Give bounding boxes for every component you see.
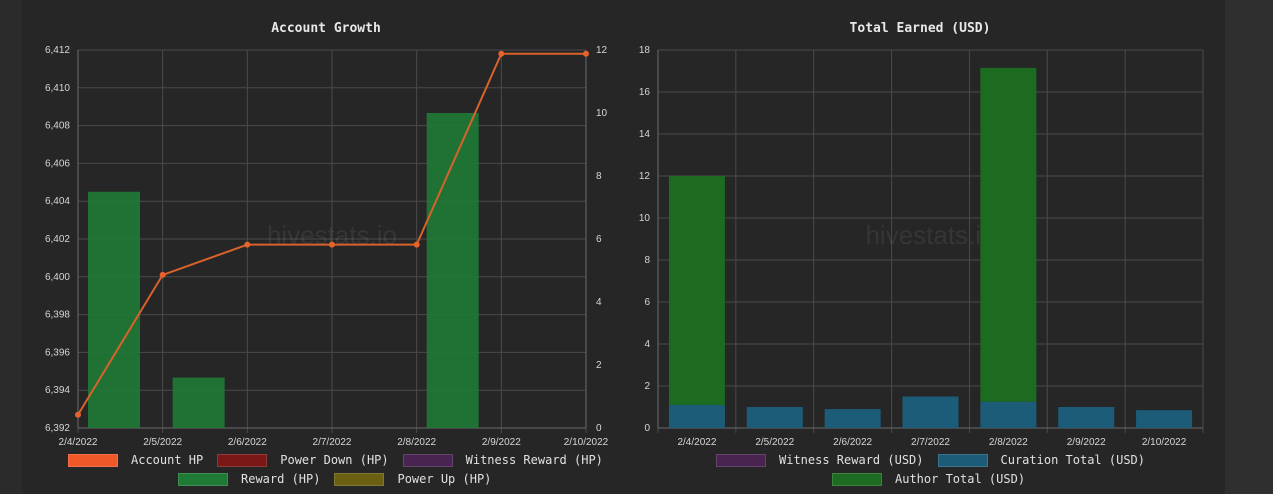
x-tick-label: 2/9/2022	[482, 437, 521, 448]
y-left-tick-label: 6,408	[45, 121, 70, 132]
x-tick-label: 2/7/2022	[313, 437, 352, 448]
curation-total-bar	[746, 407, 803, 428]
y-tick-label: 0	[644, 423, 650, 434]
legend-label: Account HP	[131, 453, 204, 467]
account-growth-title: Account Growth	[271, 21, 381, 36]
x-tick-label: 2/5/2022	[143, 437, 182, 448]
legend-power-up[interactable]: Power Up (HP)	[334, 472, 491, 486]
y-left-tick-label: 6,398	[45, 310, 70, 321]
y-tick-label: 18	[639, 45, 651, 56]
x-tick-label: 2/4/2022	[677, 437, 716, 448]
legend-reward-hp[interactable]: Reward (HP)	[178, 472, 320, 486]
side-strip	[1225, 0, 1273, 494]
x-tick-label: 2/5/2022	[755, 437, 794, 448]
curation-total-bar	[1058, 407, 1115, 428]
x-tick-label: 2/9/2022	[1067, 437, 1106, 448]
account-hp-point	[159, 271, 166, 278]
legend-witness-reward-usd[interactable]: Witness Reward (USD)	[716, 453, 924, 467]
y-left-tick-label: 6,406	[45, 158, 70, 169]
y-left-tick-label: 6,402	[45, 234, 70, 245]
curation-total-bar	[668, 404, 725, 428]
legend-label: Witness Reward (HP)	[465, 453, 603, 467]
legend-swatch	[68, 453, 118, 467]
y-left-tick-label: 6,410	[45, 83, 70, 94]
legend-label: Author Total (USD)	[895, 472, 1026, 486]
total-earned-title: Total Earned (USD)	[849, 21, 991, 36]
legend-label: Curation Total (USD)	[1000, 453, 1146, 467]
account-hp-point	[75, 411, 81, 418]
y-right-tick-label: 6	[596, 234, 602, 245]
y-tick-label: 10	[639, 213, 651, 224]
legend-curation-total[interactable]: Curation Total (USD)	[937, 453, 1146, 467]
account-hp-point	[413, 241, 420, 248]
y-left-tick-label: 6,412	[45, 45, 70, 56]
x-tick-label: 2/8/2022	[989, 437, 1028, 448]
legend-power-down[interactable]: Power Down (HP)	[217, 453, 389, 467]
author-total-bar	[668, 176, 725, 405]
y-left-tick-label: 6,400	[45, 272, 70, 283]
x-tick-label: 2/10/2022	[564, 437, 609, 448]
x-tick-label: 2/6/2022	[833, 437, 872, 448]
x-tick-label: 2/8/2022	[397, 437, 436, 448]
y-left-tick-label: 6,392	[45, 423, 70, 434]
y-right-tick-label: 2	[596, 360, 602, 371]
legend-swatch	[402, 453, 453, 467]
legend-author-total[interactable]: Author Total (USD)	[832, 472, 1025, 486]
author-total-bar	[980, 67, 1037, 402]
x-tick-label: 2/6/2022	[228, 437, 267, 448]
reward-hp-bar	[426, 113, 479, 428]
y-left-tick-label: 6,394	[45, 385, 70, 396]
curation-total-bar	[1136, 410, 1193, 428]
y-right-tick-label: 4	[596, 297, 602, 308]
legend-label: Power Down (HP)	[280, 453, 389, 467]
x-tick-label: 2/4/2022	[59, 437, 98, 448]
total-earned-legend-row-2: Author Total (USD)	[832, 472, 1025, 486]
legend-swatch	[716, 453, 766, 467]
total-earned-legend-row-1: Witness Reward (USD) Curation Total (USD…	[716, 453, 1145, 467]
account-hp-point	[329, 241, 335, 248]
y-right-tick-label: 8	[596, 171, 602, 182]
account-hp-point	[583, 50, 589, 57]
reward-hp-bar	[172, 377, 225, 428]
y-right-tick-label: 10	[596, 108, 608, 119]
legend-swatch	[937, 453, 988, 467]
legend-swatch	[832, 472, 882, 486]
x-tick-label: 2/10/2022	[1142, 437, 1187, 448]
account-growth-legend-row-2: Reward (HP) Power Up (HP)	[178, 472, 491, 486]
y-left-tick-label: 6,404	[45, 196, 70, 207]
y-tick-label: 14	[639, 129, 651, 140]
account-hp-point	[498, 50, 505, 57]
y-tick-label: 6	[644, 297, 650, 308]
reward-hp-bar	[88, 191, 140, 428]
legend-witness-reward-hp[interactable]: Witness Reward (HP)	[402, 453, 603, 467]
account-hp-point	[244, 241, 251, 248]
y-right-tick-label: 0	[596, 423, 602, 434]
curation-total-bar	[902, 396, 959, 428]
legend-label: Reward (HP)	[241, 472, 321, 486]
legend-swatch	[334, 472, 385, 486]
legend-label: Power Up (HP)	[397, 472, 492, 486]
x-tick-label: 2/7/2022	[911, 437, 950, 448]
y-tick-label: 16	[639, 87, 651, 98]
legend-swatch	[178, 472, 228, 486]
y-right-tick-label: 12	[596, 45, 608, 56]
y-tick-label: 8	[644, 255, 650, 266]
y-tick-label: 2	[644, 381, 650, 392]
legend-label: Witness Reward (USD)	[779, 453, 924, 467]
curation-total-bar	[980, 401, 1037, 428]
y-left-tick-label: 6,396	[45, 347, 70, 358]
y-tick-label: 12	[639, 171, 651, 182]
legend-account-hp[interactable]: Account HP	[68, 453, 203, 467]
y-tick-label: 4	[644, 339, 650, 350]
account-growth-legend-row-1: Account HP Power Down (HP) Witness Rewar…	[68, 453, 603, 467]
watermark: hivestats.io	[865, 220, 995, 250]
curation-total-bar	[824, 409, 881, 428]
legend-swatch	[217, 453, 268, 467]
